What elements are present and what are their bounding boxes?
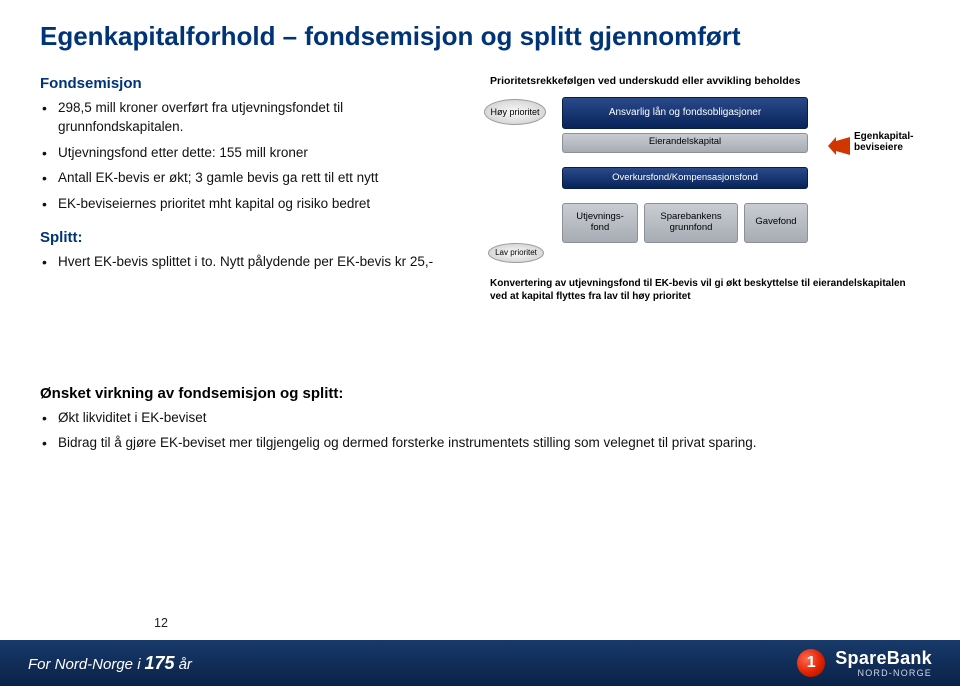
arrow-icon bbox=[828, 137, 850, 155]
footer-slogan: For Nord-Norge i 175 år bbox=[28, 653, 192, 674]
side-label: Egenkapital- beviseiere bbox=[854, 131, 920, 153]
box-utjevningsfond: Utjevnings- fond bbox=[562, 203, 638, 243]
logo-main: SpareBank bbox=[835, 649, 932, 667]
box-eierandel: Eierandelskapital bbox=[562, 133, 808, 153]
list-item: Bidrag til å gjøre EK-beviset mer tilgje… bbox=[40, 433, 920, 453]
list-item: Antall EK-bevis er økt; 3 gamle bevis ga… bbox=[40, 168, 470, 188]
slogan-pre: For Nord-Norge i bbox=[28, 656, 141, 673]
splitt-list: Hvert EK-bevis splittet i to. Nytt pålyd… bbox=[40, 252, 470, 272]
slogan-post: år bbox=[179, 656, 192, 673]
high-priority-pill: Høy prioritet bbox=[484, 99, 546, 125]
bank-logo: 1 SpareBank NORD-NORGE bbox=[797, 649, 932, 678]
priority-diagram: Prioritetsrekkefølgen ved underskudd ell… bbox=[490, 75, 920, 335]
fondsemisjon-heading: Fondsemisjon bbox=[40, 75, 470, 92]
content-columns: Fondsemisjon 298,5 mill kroner overført … bbox=[40, 75, 920, 335]
list-item: Hvert EK-bevis splittet i to. Nytt pålyd… bbox=[40, 252, 470, 272]
diagram-title: Prioritetsrekkefølgen ved underskudd ell… bbox=[490, 75, 800, 87]
onsket-list: Økt likviditet i EK-beviset Bidrag til å… bbox=[40, 408, 920, 453]
conversion-note: Konvertering av utjevningsfond til EK-be… bbox=[490, 277, 920, 303]
box-grunnfond: Sparebankens grunnfond bbox=[644, 203, 738, 243]
page-title: Egenkapitalforhold – fondsemisjon og spl… bbox=[40, 20, 920, 53]
fondsemisjon-list: 298,5 mill kroner overført fra utjevning… bbox=[40, 98, 470, 214]
logo-sub: NORD-NORGE bbox=[835, 669, 932, 678]
list-item: Økt likviditet i EK-beviset bbox=[40, 408, 920, 428]
list-item: Utjevningsfond etter dette: 155 mill kro… bbox=[40, 143, 470, 163]
splitt-heading: Splitt: bbox=[40, 229, 470, 246]
list-item: EK-beviseiernes prioritet mht kapital og… bbox=[40, 194, 470, 214]
slide: Egenkapitalforhold – fondsemisjon og spl… bbox=[0, 0, 960, 453]
low-priority-pill: Lav prioritet bbox=[488, 243, 544, 263]
logo-badge: 1 bbox=[797, 649, 825, 677]
box-ansvarlig: Ansvarlig lån og fondsobligasjoner bbox=[562, 97, 808, 129]
list-item: 298,5 mill kroner overført fra utjevning… bbox=[40, 98, 470, 137]
footer-bar: For Nord-Norge i 175 år 1 SpareBank NORD… bbox=[0, 640, 960, 686]
box-gavefond: Gavefond bbox=[744, 203, 808, 243]
onsket-block: Ønsket virkning av fondsemisjon og split… bbox=[40, 385, 920, 453]
slogan-years: 175 bbox=[145, 653, 175, 674]
logo-text: SpareBank NORD-NORGE bbox=[835, 649, 932, 678]
box-overkurs: Overkursfond/Kompensasjonsfond bbox=[562, 167, 808, 189]
splitt-block: Splitt: Hvert EK-bevis splittet i to. Ny… bbox=[40, 229, 470, 272]
left-column: Fondsemisjon 298,5 mill kroner overført … bbox=[40, 75, 470, 335]
page-number: 12 bbox=[154, 616, 168, 630]
right-column: Prioritetsrekkefølgen ved underskudd ell… bbox=[490, 75, 920, 335]
onsket-heading: Ønsket virkning av fondsemisjon og split… bbox=[40, 385, 920, 402]
